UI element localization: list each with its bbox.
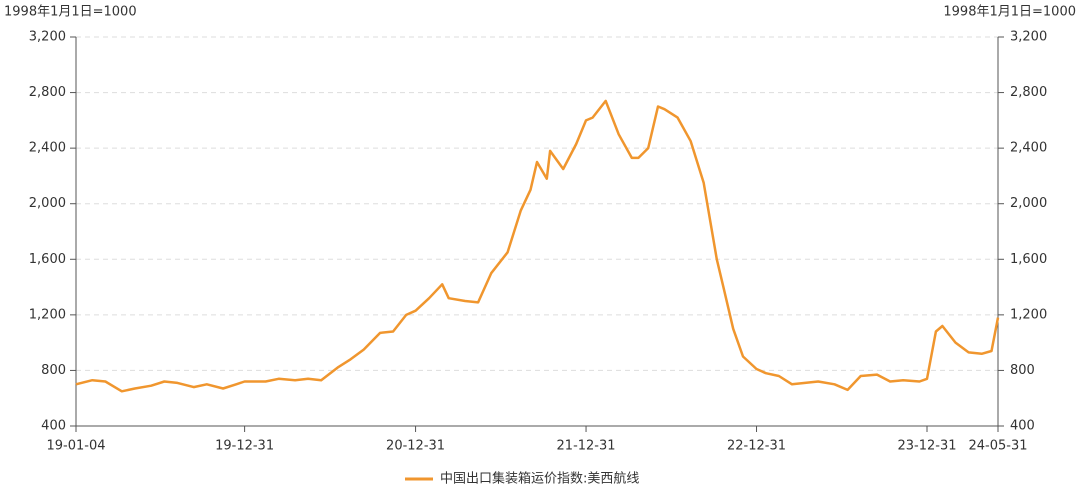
x-tick-label: 21-12-31 [557,439,616,454]
y-tick-label: 400 [41,419,66,434]
x-tick-label: 19-12-31 [215,439,274,454]
y2-tick-label: 2,000 [1010,196,1047,211]
y2-tick-label: 400 [1010,419,1035,434]
y2-tick-label: 2,800 [1010,85,1047,100]
y-tick-label: 1,200 [29,307,66,322]
y-tick-label: 2,800 [29,85,66,100]
y2-axis-label: 1998年1月1日=1000 [943,5,1076,20]
x-tick-label: 22-12-31 [727,439,786,454]
y2-tick-label: 3,200 [1010,30,1047,45]
y-tick-label: 1,600 [29,252,66,267]
x-tick-label: 19-01-04 [46,439,105,454]
x-tick-label: 23-12-31 [897,439,956,454]
y-tick-label: 2,000 [29,196,66,211]
line [75,99,1000,393]
y2-tick-label: 2,400 [1010,141,1047,156]
y-tick-label: 2,400 [29,141,66,156]
y-tick-label: 3,200 [29,30,66,45]
x-tick-label: 24-05-31 [968,439,1027,454]
legend-label: 中国出口集装箱运价指数:美西航线 [440,471,639,487]
y2-tick-label: 1,200 [1010,307,1047,322]
y-axis-label: 1998年1月1日=1000 [4,5,137,20]
x-tick-label: 20-12-31 [386,439,445,454]
y2-tick-label: 1,600 [1010,252,1047,267]
y2-tick-label: 800 [1010,363,1035,378]
y-tick-label: 800 [41,363,66,378]
